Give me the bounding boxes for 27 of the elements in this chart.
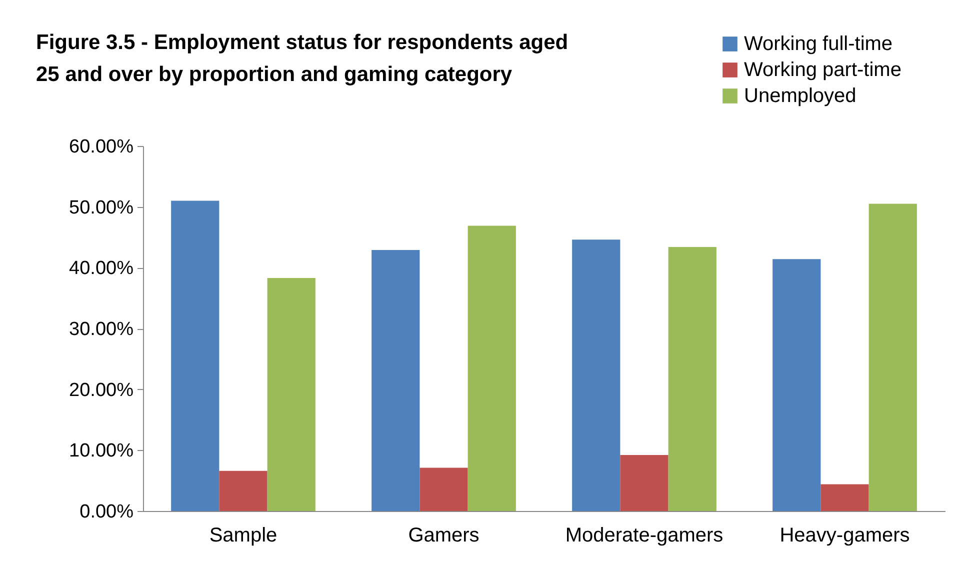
x-tick-label: Moderate-gamers: [565, 524, 724, 546]
y-tick-label: 30.00%: [69, 319, 134, 340]
x-tick-label: Gamers: [408, 524, 480, 546]
bar: [267, 278, 316, 511]
bar: [219, 470, 268, 511]
legend-label: Working full-time: [744, 33, 893, 55]
bar: [620, 455, 668, 511]
x-tick-label: Sample: [209, 524, 278, 546]
chart-title: Figure 3.5 - Employment status for respondents aged 25 and over by proportion and gaming category: [36, 31, 568, 86]
x-tick-label: Heavy-gamers: [780, 524, 910, 546]
bar: [868, 204, 917, 511]
legend-label: Working part-time: [744, 59, 902, 81]
bar: [772, 259, 821, 511]
bar: [171, 200, 220, 511]
bar: [668, 246, 716, 511]
y-tick-label: 40.00%: [69, 258, 134, 280]
y-tick-label: 50.00%: [69, 197, 134, 218]
bar: [820, 484, 869, 511]
y-tick-label: 10.00%: [69, 440, 134, 462]
bar: [572, 240, 620, 511]
y-tick-label: 20.00%: [69, 380, 134, 401]
bar: [468, 226, 516, 511]
bar: [420, 468, 468, 511]
y-tick-label: 60.00%: [69, 136, 134, 158]
y-tick-label: 0.00%: [80, 502, 134, 522]
legend-label: Unemployed: [744, 85, 856, 107]
bar: [372, 250, 420, 511]
